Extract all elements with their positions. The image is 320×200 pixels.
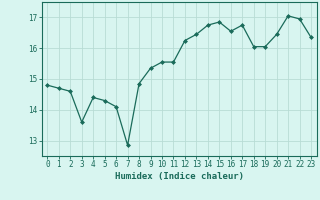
X-axis label: Humidex (Indice chaleur): Humidex (Indice chaleur) [115, 172, 244, 181]
